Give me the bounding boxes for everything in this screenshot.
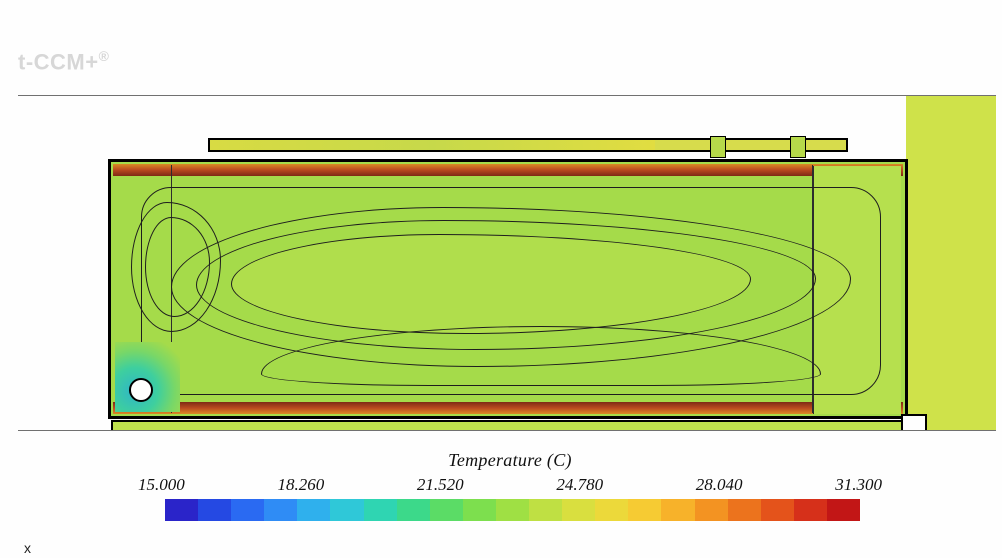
legend-swatch: [397, 499, 430, 521]
legend-swatch: [661, 499, 694, 521]
legend-swatch: [562, 499, 595, 521]
inlet-nozzle: [129, 378, 153, 402]
legend-swatch: [728, 499, 761, 521]
legend-swatch: [297, 499, 330, 521]
top-channel: [208, 138, 848, 152]
inlet-cool-plume: [115, 342, 180, 412]
axis-x-label: x: [24, 540, 31, 556]
watermark-reg: ®: [99, 48, 110, 64]
legend-tick: 28.040: [696, 475, 743, 495]
room-enclosure: [108, 159, 908, 419]
legend-swatch: [430, 499, 463, 521]
software-watermark: t-CCM+®: [18, 48, 109, 75]
legend-tick: 21.520: [417, 475, 464, 495]
legend-title: Temperature (C): [120, 450, 900, 471]
top-channel-fill: [210, 140, 655, 150]
floor-hot-band: [113, 402, 903, 414]
legend-swatch: [827, 499, 860, 521]
legend-swatch: [695, 499, 728, 521]
legend-swatch: [364, 499, 397, 521]
legend-color-bar: [165, 499, 860, 521]
legend-swatch: [595, 499, 628, 521]
legend-tick: 24.780: [556, 475, 603, 495]
legend-swatch: [794, 499, 827, 521]
legend-swatch: [463, 499, 496, 521]
legend-swatch: [330, 499, 363, 521]
legend-tick-row: 15.000 18.260 21.520 24.780 28.040 31.30…: [120, 475, 900, 499]
color-legend: Temperature (C) 15.000 18.260 21.520 24.…: [120, 450, 900, 521]
legend-tick: 15.000: [138, 475, 185, 495]
legend-swatch: [529, 499, 562, 521]
cfd-scene: t-CCM+® Temperature (C): [0, 0, 1002, 558]
ceiling-hot-band: [113, 164, 903, 176]
outlet-vent-1: [710, 136, 726, 158]
legend-swatch: [628, 499, 661, 521]
legend-swatch: [496, 499, 529, 521]
legend-swatch: [761, 499, 794, 521]
ambient-region: [906, 96, 996, 431]
legend-tick: 18.260: [277, 475, 324, 495]
legend-swatch: [231, 499, 264, 521]
legend-swatch: [165, 499, 198, 521]
temperature-contour-plot: [18, 95, 996, 431]
watermark-text: t-CCM+: [18, 49, 99, 74]
outlet-vent-2: [790, 136, 806, 158]
legend-tick: 31.300: [835, 475, 882, 495]
legend-swatch: [264, 499, 297, 521]
legend-swatch: [198, 499, 231, 521]
floor-duct: [111, 420, 927, 431]
